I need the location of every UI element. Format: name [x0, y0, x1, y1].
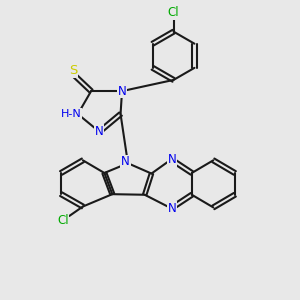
Text: N: N [121, 155, 130, 168]
Text: Cl: Cl [57, 214, 69, 227]
Text: S: S [69, 64, 78, 77]
Text: N: N [167, 153, 176, 166]
Text: N: N [167, 202, 176, 215]
Text: N: N [118, 85, 126, 98]
Text: H-N: H-N [61, 109, 82, 119]
Text: Cl: Cl [168, 6, 179, 19]
Text: N: N [95, 125, 104, 138]
